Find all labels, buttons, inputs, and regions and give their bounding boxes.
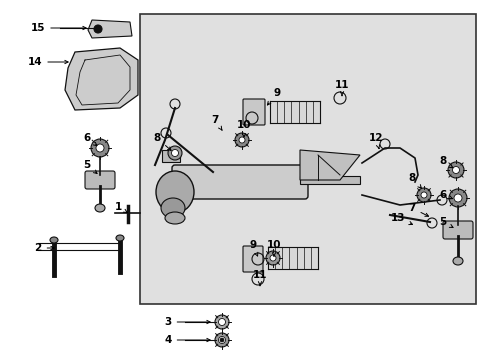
Text: 8: 8 xyxy=(439,156,452,168)
Circle shape xyxy=(265,251,280,265)
Ellipse shape xyxy=(116,235,124,241)
Polygon shape xyxy=(65,48,138,110)
Ellipse shape xyxy=(164,212,184,224)
Text: 9: 9 xyxy=(267,88,280,105)
Text: 11: 11 xyxy=(252,270,267,285)
Text: 12: 12 xyxy=(368,133,383,149)
Bar xyxy=(162,150,180,162)
Circle shape xyxy=(218,319,225,325)
Circle shape xyxy=(453,194,461,202)
Text: 9: 9 xyxy=(249,240,257,256)
Ellipse shape xyxy=(95,204,105,212)
Circle shape xyxy=(451,166,459,174)
Text: 8: 8 xyxy=(407,173,421,188)
Text: 2: 2 xyxy=(34,243,54,253)
Circle shape xyxy=(215,315,228,329)
Text: 5: 5 xyxy=(83,160,97,174)
Circle shape xyxy=(447,162,463,178)
Text: 1: 1 xyxy=(114,202,127,212)
Bar xyxy=(140,14,475,304)
Polygon shape xyxy=(269,101,319,123)
Circle shape xyxy=(239,137,244,143)
Circle shape xyxy=(220,338,224,342)
FancyBboxPatch shape xyxy=(243,99,264,125)
Circle shape xyxy=(171,149,178,157)
Text: 10: 10 xyxy=(266,240,281,256)
Text: 15: 15 xyxy=(31,23,86,33)
FancyBboxPatch shape xyxy=(172,165,307,199)
Polygon shape xyxy=(267,247,317,269)
Text: 5: 5 xyxy=(439,217,452,228)
Text: 10: 10 xyxy=(236,120,251,137)
Text: 6: 6 xyxy=(439,190,451,200)
Circle shape xyxy=(448,189,466,207)
Circle shape xyxy=(218,337,225,343)
Text: 11: 11 xyxy=(334,80,348,96)
Ellipse shape xyxy=(156,171,194,213)
Circle shape xyxy=(168,146,182,160)
Circle shape xyxy=(235,133,248,147)
Text: 8: 8 xyxy=(153,133,171,150)
Circle shape xyxy=(91,139,109,157)
Polygon shape xyxy=(299,150,359,180)
Text: 6: 6 xyxy=(83,133,97,146)
Circle shape xyxy=(215,333,228,347)
Circle shape xyxy=(269,255,275,261)
Bar xyxy=(299,176,359,184)
FancyBboxPatch shape xyxy=(85,171,115,189)
Ellipse shape xyxy=(452,257,462,265)
Text: 13: 13 xyxy=(390,213,411,225)
Circle shape xyxy=(420,192,426,198)
Text: 7: 7 xyxy=(407,203,427,216)
Circle shape xyxy=(94,25,102,33)
FancyBboxPatch shape xyxy=(243,246,263,272)
Text: 14: 14 xyxy=(28,57,68,67)
Text: 4: 4 xyxy=(164,335,210,345)
Circle shape xyxy=(96,144,104,152)
FancyBboxPatch shape xyxy=(442,221,472,239)
Ellipse shape xyxy=(161,198,184,218)
Text: 7: 7 xyxy=(211,115,222,130)
Text: 3: 3 xyxy=(164,317,210,327)
Ellipse shape xyxy=(50,237,58,243)
Polygon shape xyxy=(88,20,132,38)
Circle shape xyxy=(416,188,430,202)
